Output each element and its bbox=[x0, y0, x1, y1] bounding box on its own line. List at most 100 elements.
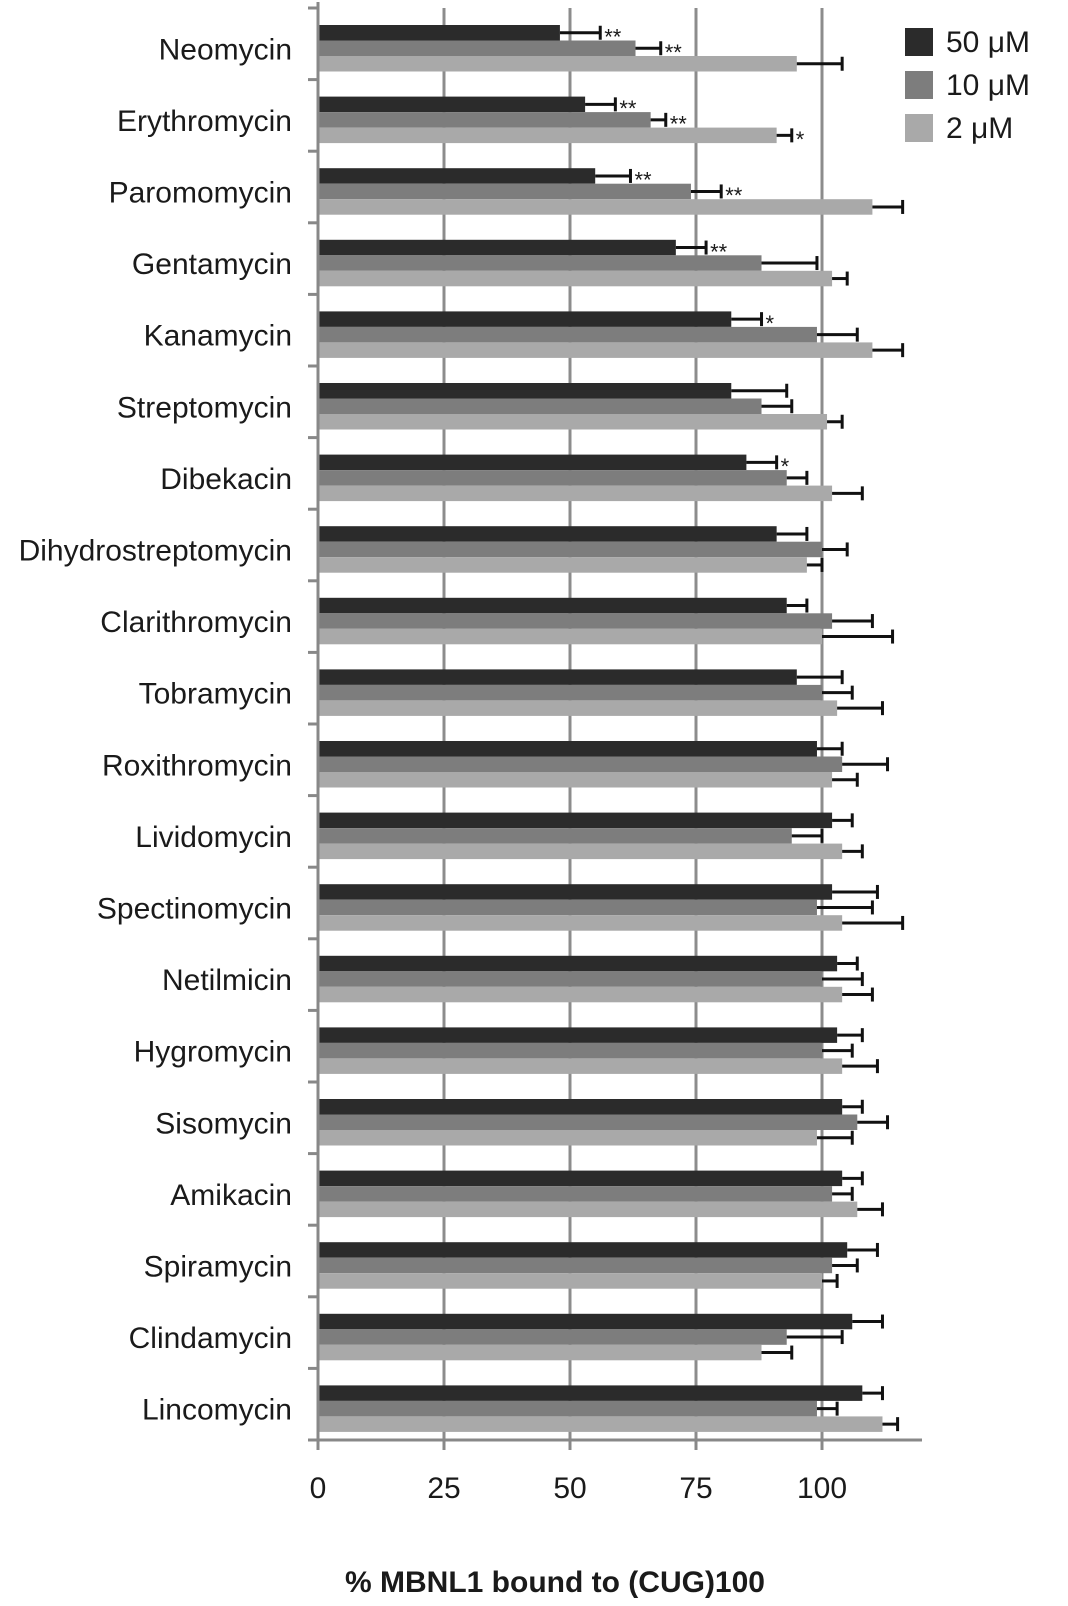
category-label-gentamycin: Gentamycin bbox=[132, 248, 292, 281]
significance-neomycin-10-m: ** bbox=[665, 40, 683, 65]
significance-erythromycin-2-m: * bbox=[796, 127, 805, 152]
bar-dibekacin-2-m bbox=[318, 485, 833, 502]
category-label-amikacin: Amikacin bbox=[170, 1179, 292, 1212]
bar-erythromycin-2-m bbox=[318, 127, 777, 144]
x-tick-label-0: 0 bbox=[310, 1472, 327, 1505]
bar-tobramycin-2-m bbox=[318, 700, 838, 716]
category-label-dibekacin: Dibekacin bbox=[160, 463, 292, 496]
bar-erythromycin-10-m bbox=[318, 112, 651, 128]
bar-lincomycin-50-m bbox=[318, 1385, 863, 1401]
legend-swatch-2-m bbox=[905, 114, 933, 142]
significance-erythromycin-50-m: ** bbox=[619, 96, 637, 121]
bar-sisomycin-10-m bbox=[318, 1114, 858, 1130]
bar-amikacin-2-m bbox=[318, 1201, 858, 1218]
bar-clindamycin-2-m bbox=[318, 1344, 762, 1361]
bar-streptomycin-2-m bbox=[318, 414, 828, 430]
bar-clarithromycin-2-m bbox=[318, 628, 822, 645]
bar-gentamycin-10-m bbox=[318, 255, 762, 271]
bar-dibekacin-50-m bbox=[318, 454, 747, 471]
bar-clindamycin-10-m bbox=[318, 1329, 787, 1345]
category-labels: Neomycin Erythromycin Paromomycin Gentamyci… bbox=[19, 33, 292, 1426]
significance-neomycin-50-m: ** bbox=[604, 25, 622, 50]
bar-dihydrostreptomycin-50-m bbox=[318, 526, 777, 542]
bar-sisomycin-2-m bbox=[318, 1130, 817, 1146]
category-label-erythromycin: Erythromycin bbox=[117, 105, 292, 138]
bar-lincomycin-10-m bbox=[318, 1400, 817, 1417]
bar-clarithromycin-50-m bbox=[318, 597, 787, 614]
bar-gentamycin-2-m bbox=[318, 270, 833, 287]
category-label-neomycin: Neomycin bbox=[159, 33, 292, 66]
x-tick-label-100: 100 bbox=[797, 1472, 847, 1505]
error-bars bbox=[559, 25, 905, 1432]
significance-kanamycin-50-m: * bbox=[766, 311, 775, 336]
bar-spectinomycin-2-m bbox=[318, 915, 843, 931]
legend: 50 μM 10 μM 2 μM bbox=[905, 26, 1030, 145]
bar-erythromycin-50-m bbox=[318, 96, 586, 113]
bar-netilmicin-50-m bbox=[318, 955, 838, 972]
bar-streptomycin-10-m bbox=[318, 398, 762, 414]
legend-swatch-10-m bbox=[905, 71, 933, 99]
significance-erythromycin-10-m: ** bbox=[670, 112, 688, 137]
bar-paromomycin-2-m bbox=[318, 199, 873, 215]
bar-dihydrostreptomycin-10-m bbox=[318, 541, 822, 558]
bar-kanamycin-10-m bbox=[318, 326, 817, 343]
bar-clarithromycin-10-m bbox=[318, 613, 833, 629]
category-label-roxithromycin: Roxithromycin bbox=[102, 749, 292, 782]
bar-paromomycin-50-m bbox=[318, 168, 596, 184]
significance-paromomycin-50-m: ** bbox=[634, 168, 652, 193]
bar-amikacin-10-m bbox=[318, 1186, 833, 1202]
bar-roxithromycin-10-m bbox=[318, 756, 843, 772]
bar-streptomycin-50-m bbox=[318, 383, 732, 399]
category-label-kanamycin: Kanamycin bbox=[144, 320, 292, 353]
legend-label-50-m: 50 μM bbox=[946, 26, 1030, 59]
category-label-spiramycin: Spiramycin bbox=[144, 1250, 292, 1283]
category-label-hygromycin: Hygromycin bbox=[134, 1036, 292, 1069]
category-label-clindamycin: Clindamycin bbox=[129, 1322, 292, 1355]
x-tick-label-25: 25 bbox=[427, 1472, 460, 1505]
bar-hygromycin-10-m bbox=[318, 1042, 822, 1059]
significance-markers: ***************** bbox=[604, 25, 805, 480]
bar-kanamycin-50-m bbox=[318, 311, 732, 327]
bar-clindamycin-50-m bbox=[318, 1313, 853, 1330]
bar-spiramycin-2-m bbox=[318, 1273, 822, 1289]
category-label-streptomycin: Streptomycin bbox=[117, 391, 292, 424]
category-label-sisomycin: Sisomycin bbox=[155, 1107, 292, 1140]
category-label-clarithromycin: Clarithromycin bbox=[100, 606, 292, 639]
category-label-dihydrostreptomycin: Dihydrostreptomycin bbox=[19, 534, 292, 567]
x-tick-label-50: 50 bbox=[553, 1472, 586, 1505]
grid-lines bbox=[442, 8, 824, 1440]
bar-spiramycin-50-m bbox=[318, 1242, 848, 1258]
bar-neomycin-2-m bbox=[318, 56, 797, 72]
bar-hygromycin-50-m bbox=[318, 1027, 838, 1043]
bar-roxithromycin-50-m bbox=[318, 741, 817, 757]
bar-roxithromycin-2-m bbox=[318, 772, 833, 788]
bar-kanamycin-2-m bbox=[318, 342, 873, 358]
bar-amikacin-50-m bbox=[318, 1170, 843, 1187]
bar-spectinomycin-50-m bbox=[318, 884, 833, 900]
bar-spectinomycin-10-m bbox=[318, 899, 817, 916]
bar-sisomycin-50-m bbox=[318, 1099, 843, 1115]
legend-label-10-m: 10 μM bbox=[946, 69, 1030, 102]
bar-lividomycin-2-m bbox=[318, 843, 843, 860]
bar-dihydrostreptomycin-2-m bbox=[318, 557, 807, 573]
x-axis-title: % MBNL1 bound to (CUG)100 bbox=[345, 1566, 765, 1599]
category-label-lincomycin: Lincomycin bbox=[142, 1394, 292, 1427]
bar-netilmicin-2-m bbox=[318, 986, 843, 1003]
axes bbox=[308, 2, 922, 1450]
category-label-paromomycin: Paromomycin bbox=[109, 176, 292, 209]
category-label-netilmicin: Netilmicin bbox=[162, 964, 292, 997]
bar-gentamycin-50-m bbox=[318, 239, 676, 256]
bar-tobramycin-50-m bbox=[318, 669, 797, 685]
significance-gentamycin-50-m: ** bbox=[710, 239, 728, 264]
bar-hygromycin-2-m bbox=[318, 1058, 843, 1074]
bar-neomycin-50-m bbox=[318, 25, 560, 41]
x-tick-labels: 0 25 50 75 100 bbox=[310, 1472, 847, 1505]
category-label-lividomycin: Lividomycin bbox=[135, 821, 292, 854]
bar-lividomycin-10-m bbox=[318, 828, 792, 844]
significance-dibekacin-50-m: * bbox=[781, 454, 790, 479]
bar-netilmicin-10-m bbox=[318, 971, 822, 987]
bar-lividomycin-50-m bbox=[318, 812, 833, 829]
bar-spiramycin-10-m bbox=[318, 1257, 833, 1274]
category-label-spectinomycin: Spectinomycin bbox=[97, 892, 292, 925]
